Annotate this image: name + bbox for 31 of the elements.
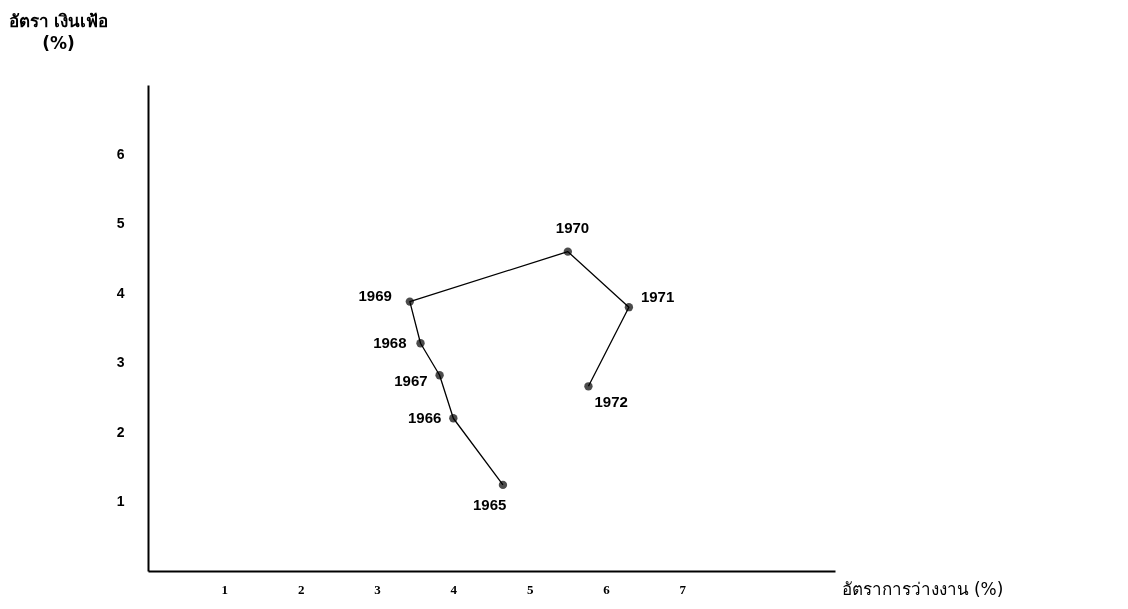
x-axis-title: อัตราการว่างงาน (%) (841, 578, 1004, 599)
x-tick-label: 3 (374, 581, 382, 597)
annotation: 1968 (373, 334, 407, 352)
x-tick-label: 5 (526, 581, 534, 597)
annotation: 1970 (555, 218, 590, 236)
annotation: 1966 (407, 409, 442, 427)
point (435, 371, 444, 380)
x-tick-label: 4 (450, 581, 458, 597)
point (624, 303, 634, 312)
point (416, 339, 425, 348)
annotation: 1969 (358, 286, 392, 304)
point (563, 247, 573, 256)
x-tick-label: 1 (221, 581, 229, 597)
annotation: 1967 (394, 372, 428, 390)
x-tick-label: 2 (297, 581, 305, 597)
x-tick-label: 7 (679, 581, 687, 597)
annotation: 1971 (640, 288, 675, 306)
x-tick-label: 6 (603, 581, 611, 597)
point (449, 414, 458, 423)
point (498, 480, 508, 490)
y-tick-label: 5 (116, 215, 125, 232)
point (584, 382, 593, 391)
y-axis-title: อัตรา เงินเฟ้อ (%) (8, 10, 109, 53)
y-tick-label: 1 (116, 493, 125, 510)
annotation: 1965 (472, 495, 507, 513)
y-tick-label: 4 (116, 284, 125, 301)
y-tick-label: 6 (116, 145, 125, 162)
annotation: 1972 (594, 393, 628, 411)
y-tick-label: 2 (116, 423, 125, 440)
y-tick-label: 3 (116, 354, 125, 371)
point (405, 297, 415, 306)
